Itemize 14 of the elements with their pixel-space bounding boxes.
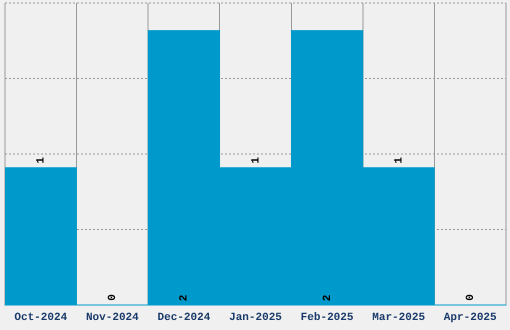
x-tick-label: Mar-2025 (372, 312, 426, 324)
data-label: 2 (322, 294, 334, 302)
x-tick-label: Dec-2024 (158, 312, 211, 324)
data-label: 2 (178, 294, 191, 302)
data-label: 1 (250, 156, 262, 164)
x-tick-label: Nov-2024 (86, 312, 140, 324)
data-label: 0 (464, 294, 477, 301)
x-tick-label: Jan-2025 (229, 312, 282, 324)
data-label: 0 (107, 294, 120, 301)
data-label: 1 (36, 156, 48, 164)
x-tick-label: Oct-2024 (14, 312, 68, 324)
x-tick-label: Feb-2025 (300, 312, 354, 324)
x-tick-label: Apr-2025 (444, 312, 498, 324)
data-label: 1 (393, 156, 406, 164)
